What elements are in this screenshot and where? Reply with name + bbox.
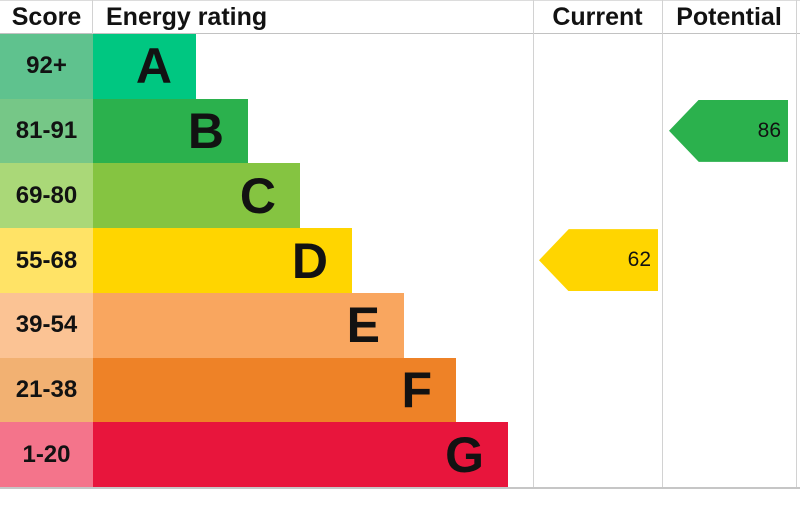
header-potential: Potential	[676, 2, 782, 31]
potential-value: 86	[757, 118, 781, 142]
chart-bottom-border	[0, 487, 800, 489]
band-row: 92+ A	[0, 34, 533, 99]
current-column-divider	[533, 0, 534, 487]
header-energy-rating: Energy rating	[106, 2, 268, 31]
band-row: 81-91 B	[0, 98, 533, 164]
band-letter: C	[239, 167, 276, 224]
rating-bar: C	[93, 163, 300, 229]
header-bottom-border	[0, 33, 800, 34]
rating-bar: D	[93, 228, 352, 293]
right-border	[796, 0, 797, 487]
score-cell: 92+	[0, 34, 93, 99]
rating-bar: A	[93, 34, 196, 99]
potential-column-divider	[662, 0, 663, 487]
current-arrow: 62	[539, 229, 658, 292]
score-cell: 1-20	[0, 422, 93, 488]
band-letter: F	[401, 361, 432, 418]
top-border	[0, 0, 800, 1]
header-current: Current	[552, 2, 643, 31]
band-row: 21-38 F	[0, 357, 533, 423]
band-letter: A	[135, 38, 172, 95]
potential-arrow: 86	[669, 99, 788, 162]
band-letter: B	[187, 103, 224, 160]
header-score: Score	[11, 2, 82, 31]
score-cell: 21-38	[0, 357, 93, 423]
band-row: 69-80 C	[0, 163, 533, 229]
score-range: 55-68	[15, 246, 78, 274]
band-letter: D	[291, 232, 328, 289]
score-range: 39-54	[15, 311, 78, 339]
current-value: 62	[627, 248, 651, 272]
score-cell: 81-91	[0, 98, 93, 164]
score-cell: 55-68	[0, 228, 93, 293]
score-column-divider	[92, 0, 93, 34]
band-row: 55-68 D	[0, 228, 533, 293]
band-letter: G	[445, 426, 484, 483]
band-row: 1-20 G	[0, 422, 533, 488]
rating-bar: B	[93, 98, 248, 164]
score-cell: 39-54	[0, 292, 93, 358]
band-rows: 92+ A 81-91 B 69-80 C 55-68 D 39-54 E	[0, 34, 533, 488]
score-range: 69-80	[15, 181, 78, 209]
score-range: 81-91	[15, 117, 78, 145]
score-range: 21-38	[15, 375, 78, 403]
rating-bar: F	[93, 357, 456, 423]
rating-bar: E	[93, 292, 404, 358]
band-row: 39-54 E	[0, 292, 533, 358]
band-letter: E	[346, 297, 380, 354]
score-cell: 69-80	[0, 163, 93, 229]
score-range: 92+	[26, 52, 67, 80]
rating-bar: G	[93, 422, 508, 488]
score-range: 1-20	[22, 440, 71, 468]
